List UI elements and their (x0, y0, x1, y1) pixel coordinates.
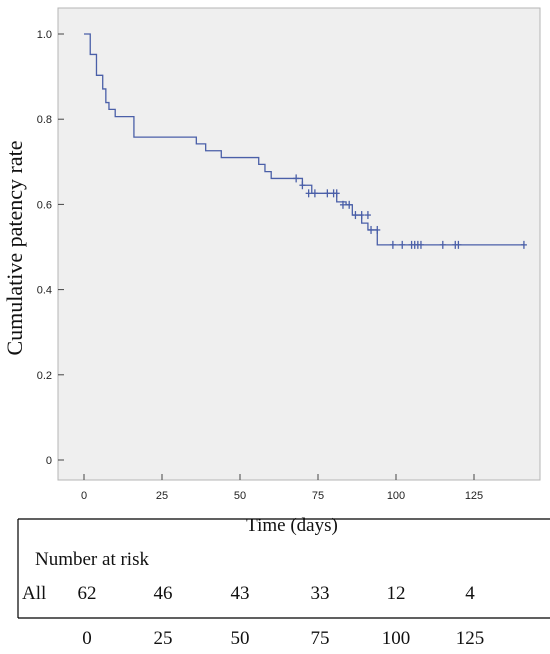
censor-mark (520, 240, 527, 249)
censor-mark (299, 181, 306, 190)
censor-mark (305, 189, 312, 198)
risk-table: Number at risk All 62 46 43 33 12 4 0 25 50 75 100… (17, 518, 550, 649)
y-tick-label: 0.4 (37, 285, 52, 297)
censor-mark (374, 225, 381, 234)
censor-mark (389, 240, 396, 249)
risk-count: 46 (154, 583, 173, 604)
risk-group-label: All (22, 583, 46, 604)
censor-mark (368, 225, 375, 234)
x-tick-label: 25 (156, 490, 168, 502)
censor-mark (339, 200, 346, 209)
y-tick-label: 0.2 (37, 370, 52, 382)
censor-mark (439, 240, 446, 249)
censor-mark (455, 240, 462, 249)
censor-mark (364, 211, 371, 220)
risk-count: 12 (387, 583, 406, 604)
plot-area (57, 7, 541, 481)
risk-count: 62 (78, 583, 97, 604)
censor-mark (293, 174, 300, 183)
censor-mark (358, 211, 365, 220)
y-tick-label: 0.8 (37, 114, 52, 126)
risk-time-label: 75 (311, 628, 330, 649)
censor-mark (333, 189, 340, 198)
censor-mark (399, 240, 406, 249)
plot-layer (57, 7, 541, 481)
y-tick-label: 1.0 (37, 29, 52, 41)
x-tick-label: 50 (234, 490, 246, 502)
y-axis-title: Cumulative patency rate (2, 140, 27, 355)
risk-time-label: 0 (82, 628, 92, 649)
censor-mark (324, 189, 331, 198)
x-tick-label: 100 (387, 490, 405, 502)
x-tick-label: 125 (465, 490, 483, 502)
risk-count: 4 (465, 583, 475, 604)
censor-mark (417, 240, 424, 249)
risk-time-label: 125 (456, 628, 485, 649)
risk-time-label: 50 (231, 628, 250, 649)
censor-mark (311, 189, 318, 198)
censor-mark (352, 211, 359, 220)
x-tick-label: 0 (81, 490, 87, 502)
y-tick-label: 0 (46, 455, 52, 467)
risk-table-title: Number at risk (35, 549, 149, 570)
axis-layer: 0 0.2 0.4 0.6 0.8 1.0 0 25 50 75 100 125 (37, 29, 483, 502)
survival-curve-1 (84, 33, 524, 246)
risk-time-label: 100 (382, 628, 411, 649)
risk-count: 43 (231, 583, 250, 604)
x-tick-label: 75 (312, 490, 324, 502)
risk-time-label: 25 (154, 628, 173, 649)
y-tick-label: 0.6 (37, 199, 52, 211)
risk-count: 33 (311, 583, 330, 604)
x-axis-title: Time (days) (246, 515, 338, 536)
censor-mark (346, 200, 353, 209)
